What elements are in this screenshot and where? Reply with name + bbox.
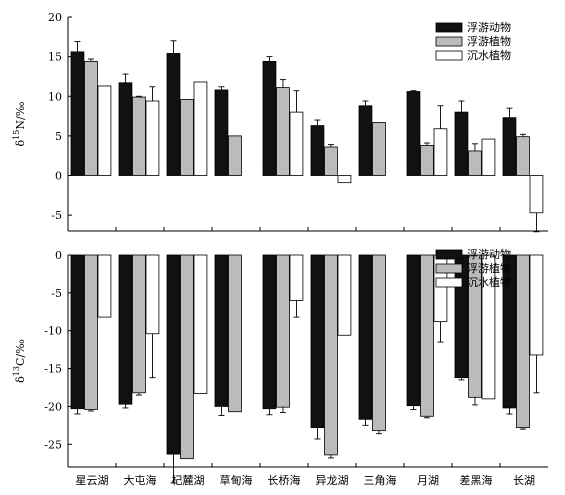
bar-2-异龙湖: [324, 254, 338, 456]
bar-1-月湖: [406, 91, 421, 176]
bar-1-三角海: [358, 254, 373, 420]
bar-1-大屯海: [118, 254, 133, 405]
legend-label-2: 浮游植物: [467, 34, 511, 48]
bar-2-差黑海: [468, 150, 482, 176]
category-label: 三角海: [364, 473, 397, 487]
bar-3-异龙湖: [337, 254, 352, 336]
legend-swatch-2: [435, 36, 463, 47]
bar-3-长桥海: [289, 254, 304, 301]
bar-3-长湖: [529, 254, 544, 356]
bar-2-大屯海: [132, 96, 146, 176]
bar-2-长湖: [516, 254, 530, 429]
bar-2-月湖: [420, 254, 434, 417]
bar-1-差黑海: [454, 111, 469, 176]
bar-3-长湖: [529, 175, 544, 214]
y-tick-label: 15: [48, 51, 62, 64]
legend-label-3: 沉水植物: [467, 275, 511, 289]
category-label: 星云湖: [76, 474, 109, 487]
bar-2-差黑海: [468, 254, 482, 398]
bar-1-异龙湖: [310, 125, 325, 176]
y-tick-label: 20: [48, 11, 62, 24]
bar-3-差黑海: [481, 138, 496, 176]
category-label: 草甸海: [220, 473, 253, 487]
y-tick-label: 0: [55, 249, 62, 262]
category-label: 差黑海: [460, 473, 493, 487]
legend-swatch-2: [435, 263, 463, 274]
bar-2-异龙湖: [324, 146, 338, 176]
bar-2-杞麓湖: [180, 254, 194, 460]
bar-1-杞麓湖: [166, 53, 181, 176]
bar-3-月湖: [433, 128, 448, 176]
y-axis-label: δ15N/‰: [12, 101, 27, 146]
legend-label-3: 沉水植物: [467, 48, 511, 62]
bar-3-星云湖: [97, 254, 112, 318]
category-label: 月湖: [417, 474, 439, 487]
bar-2-长湖: [516, 136, 530, 176]
bar-3-大屯海: [145, 100, 160, 176]
bar-2-长桥海: [276, 254, 290, 408]
bar-1-杞麓湖: [166, 254, 181, 455]
category-label: 长桥海: [268, 473, 301, 487]
bar-1-三角海: [358, 105, 373, 176]
bar-2-大屯海: [132, 254, 146, 394]
bar-3-星云湖: [97, 85, 112, 176]
y-tick-label: 5: [55, 130, 62, 143]
y-tick-label: 0: [55, 170, 62, 183]
legend-swatch-1: [435, 22, 463, 33]
bar-2-杞麓湖: [180, 99, 194, 176]
category-label: 长湖: [513, 474, 535, 487]
category-label: 杞麓湖: [172, 473, 205, 487]
bar-1-大屯海: [118, 82, 133, 176]
category-label: 异龙湖: [316, 474, 349, 487]
bar-2-星云湖: [84, 254, 98, 410]
legend-label-2: 浮游植物: [467, 261, 511, 275]
bar-1-月湖: [406, 254, 421, 407]
bar-2-长桥海: [276, 87, 290, 176]
y-tick-label: -5: [51, 287, 62, 300]
y-tick-label: -10: [44, 325, 62, 338]
bar-2-草甸海: [228, 254, 242, 413]
y-axis-label: δ13C/‰: [12, 339, 27, 383]
bar-2-三角海: [372, 122, 386, 176]
bar-1-草甸海: [214, 254, 229, 407]
bar-1-长湖: [502, 117, 517, 176]
bar-1-星云湖: [70, 254, 85, 410]
bar-1-草甸海: [214, 89, 229, 176]
bar-1-长桥海: [262, 60, 277, 176]
legend-label-1: 浮游动物: [467, 20, 511, 34]
bar-2-三角海: [372, 254, 386, 432]
y-tick-label: -15: [44, 363, 62, 376]
bar-3-差黑海: [481, 254, 496, 400]
bar-3-杞麓湖: [193, 81, 208, 176]
bar-1-星云湖: [70, 51, 85, 176]
bar-2-星云湖: [84, 60, 98, 176]
y-tick-label: -25: [44, 438, 62, 451]
y-tick-label: 10: [48, 90, 62, 103]
y-tick-label: -20: [44, 400, 62, 413]
y-tick-label: -5: [51, 209, 62, 222]
legend-label-1: 浮游动物: [467, 247, 511, 261]
bar-3-异龙湖: [337, 175, 352, 184]
bar-2-草甸海: [228, 135, 242, 176]
bar-3-大屯海: [145, 254, 160, 335]
bar-3-长桥海: [289, 111, 304, 176]
legend-swatch-3: [435, 277, 463, 288]
legend-swatch-3: [435, 50, 463, 61]
bar-2-月湖: [420, 144, 434, 176]
legend-swatch-1: [435, 249, 463, 260]
bar-1-长桥海: [262, 254, 277, 410]
bar-1-异龙湖: [310, 254, 325, 429]
bar-3-杞麓湖: [193, 254, 208, 394]
category-label: 大屯海: [124, 473, 157, 487]
